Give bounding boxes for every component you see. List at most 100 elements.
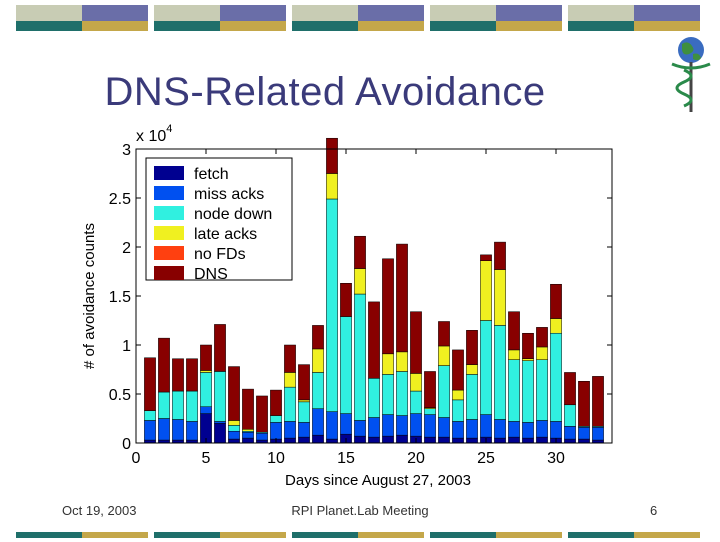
bar-segment-dns: [200, 344, 212, 371]
legend-swatch: [154, 186, 184, 200]
bar-segment-miss-acks: [256, 432, 268, 441]
footer-band-block: [154, 532, 220, 538]
bar-segment-node-down: [312, 372, 324, 409]
bar-segment-node-down: [522, 360, 534, 423]
y-tick-label: 1.5: [109, 289, 131, 306]
bar-segment-fetch: [368, 436, 380, 444]
bar-segment-fetch: [312, 434, 324, 444]
bar-segment-dns: [592, 376, 604, 427]
legend: fetch miss acks node down late acks no FDs DN…: [145, 157, 293, 283]
bar-segment-miss-acks: [214, 421, 226, 424]
header-band-block: [154, 5, 220, 21]
y-tick-label: 1: [122, 338, 131, 355]
header-band-block: [16, 21, 82, 31]
header-band-block: [430, 21, 496, 31]
bar-segment-dns: [256, 395, 268, 433]
bar-segment-dns: [480, 254, 492, 261]
bar-segment-fetch: [242, 437, 254, 444]
bar-segment-miss-acks: [144, 420, 156, 441]
bar-segment-dns: [242, 388, 254, 430]
bar-segment-dns: [340, 283, 352, 317]
header-band: [0, 5, 720, 39]
bar-segment-late-acks: [228, 420, 240, 426]
bar-segment-node-down: [494, 325, 506, 420]
bar-segment-late-acks: [536, 346, 548, 360]
bar-segment-late-acks: [284, 372, 296, 388]
bar-segment-fetch: [326, 438, 338, 444]
bar-segment-dns: [564, 372, 576, 406]
legend-label: no FDs: [194, 246, 246, 263]
bar-segment-miss-acks: [270, 422, 282, 440]
footer-band-block: [358, 532, 424, 538]
bar-segment-miss-acks: [396, 415, 408, 436]
bar-segment-node-down: [144, 410, 156, 421]
legend-label: DNS: [194, 266, 228, 283]
bar-segment-node-down: [172, 390, 184, 420]
footer-band-block: [568, 532, 634, 538]
bar-segment-fetch: [536, 436, 548, 444]
bar-segment-node-down: [340, 316, 352, 414]
legend-label: fetch: [194, 166, 229, 183]
header-band-block: [358, 5, 424, 21]
header-band-block: [568, 5, 634, 21]
bar-segment-node-down: [424, 408, 436, 415]
footer-band-block: [16, 532, 82, 538]
bar-segment-dns: [312, 325, 324, 350]
bar-segment-miss-acks: [354, 420, 366, 437]
footer-date: Oct 19, 2003: [62, 503, 137, 518]
footer-band-block: [220, 532, 286, 538]
bar-segment-dns: [326, 137, 338, 174]
bar-segment-fetch: [298, 436, 310, 444]
bar-segment-fetch: [578, 438, 590, 444]
globe-caduceus-logo: [671, 37, 711, 112]
bar-segment-miss-acks: [564, 426, 576, 440]
y-tick-label: 2.5: [109, 191, 131, 208]
bar-segment-node-down: [508, 359, 520, 422]
header-band-block: [430, 5, 496, 21]
bar-segment-dns: [494, 241, 506, 270]
header-band-block: [358, 21, 424, 31]
x-tick-label: 30: [547, 450, 565, 467]
bar-segment-fetch: [214, 423, 226, 444]
bar-segment-miss-acks: [550, 421, 562, 439]
y-exponent-label: x 104: [136, 123, 172, 145]
x-tick-label: 0: [132, 450, 141, 467]
bar-segment-miss-acks: [340, 413, 352, 435]
header-band-block: [568, 21, 634, 31]
footer-band-block: [634, 532, 700, 538]
legend-swatch: [154, 166, 184, 180]
bar-segment-node-down: [382, 374, 394, 415]
legend-swatch: [154, 266, 184, 280]
header-band-block: [220, 5, 286, 21]
footer-band-block: [292, 532, 358, 538]
bar-segment-dns: [550, 283, 562, 319]
bar-segment-late-acks: [550, 318, 562, 334]
bar-segment-late-acks: [522, 358, 534, 361]
bar-segment-fetch: [522, 437, 534, 444]
bar-segment-miss-acks: [438, 417, 450, 438]
bar-segment-late-acks: [200, 370, 212, 373]
bar-segment-dns: [396, 243, 408, 353]
bar-segment-node-down: [564, 404, 576, 427]
bar-segment-miss-acks: [186, 421, 198, 441]
bar-segment-late-acks: [494, 269, 506, 326]
footer-title: RPI Planet.Lab Meeting: [291, 503, 429, 518]
footer-band-block: [82, 532, 148, 538]
bar-segment-node-down: [396, 371, 408, 416]
bar-segment-node-down: [326, 198, 338, 412]
bar-segment-miss-acks: [508, 421, 520, 438]
bar-segment-miss-acks: [200, 406, 212, 414]
bar-segment-miss-acks: [368, 417, 380, 438]
x-tick-label: 20: [407, 450, 425, 467]
header-band-block: [16, 5, 82, 21]
bar-segment-node-down: [536, 359, 548, 421]
y-tick-label: 2: [122, 240, 131, 257]
bar-segment-miss-acks: [480, 414, 492, 438]
bar-segment-dns: [410, 311, 422, 374]
header-band-block: [82, 21, 148, 31]
bar-segment-dns: [144, 357, 156, 411]
bar-segment-late-acks: [438, 345, 450, 366]
bar-segment-fetch: [228, 438, 240, 444]
header-band-block: [496, 5, 562, 21]
bar-segment-miss-acks: [410, 413, 422, 437]
